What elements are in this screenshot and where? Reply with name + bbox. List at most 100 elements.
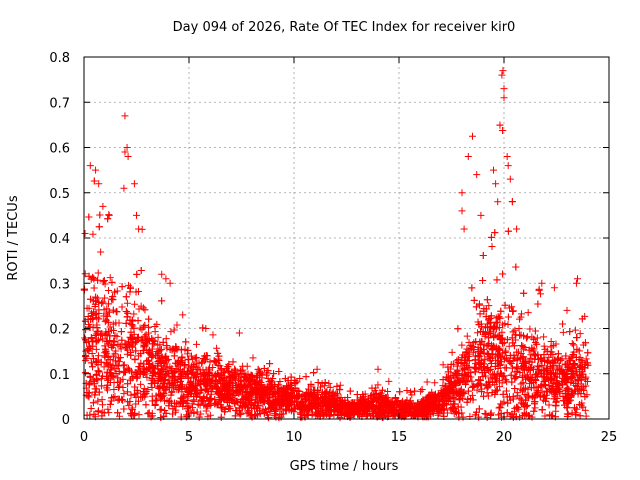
roti-point	[251, 405, 259, 413]
roti-point	[186, 380, 194, 388]
roti-point	[462, 380, 470, 388]
roti-point	[508, 364, 516, 372]
roti-point	[202, 352, 210, 360]
roti-point	[572, 411, 580, 419]
roti-point	[187, 352, 195, 360]
roti-point	[516, 368, 524, 376]
roti-point	[128, 316, 136, 324]
roti-point	[122, 319, 130, 327]
roti-point	[122, 307, 130, 315]
roti-point	[496, 314, 504, 322]
roti-point	[204, 370, 212, 378]
roti-point	[108, 363, 116, 371]
roti-point	[193, 408, 201, 416]
roti-point	[120, 368, 128, 376]
roti-point	[418, 386, 426, 394]
roti-point	[528, 358, 536, 366]
roti-point	[468, 377, 476, 385]
roti-point	[321, 382, 329, 390]
roti-point	[88, 342, 96, 350]
roti-point	[141, 306, 149, 314]
roti-point	[559, 392, 567, 400]
roti-point	[161, 407, 169, 415]
roti-point	[318, 408, 326, 416]
roti-point	[165, 376, 173, 384]
roti-point	[237, 366, 245, 374]
roti-point	[533, 334, 541, 342]
roti-point	[97, 248, 105, 256]
roti-point	[162, 363, 170, 371]
roti-point	[569, 351, 577, 359]
roti-point	[502, 364, 510, 372]
roti-point	[454, 325, 462, 333]
roti-point	[551, 359, 559, 367]
roti-point	[326, 411, 334, 419]
roti-point	[562, 386, 570, 394]
roti-point	[499, 127, 507, 135]
roti-point	[480, 363, 488, 371]
roti-point	[468, 391, 476, 399]
roti-point	[308, 404, 316, 412]
roti-point	[86, 372, 94, 380]
roti-point	[472, 303, 480, 311]
roti-point	[200, 393, 208, 401]
roti-point	[373, 411, 381, 419]
roti-point	[445, 387, 453, 395]
roti-point	[89, 399, 97, 407]
roti-point	[570, 341, 578, 349]
roti-point	[385, 377, 393, 385]
roti-point	[504, 227, 512, 235]
roti-point	[268, 384, 276, 392]
roti-point	[149, 336, 157, 344]
roti-point	[582, 412, 590, 420]
roti-point	[463, 332, 471, 340]
chart-title: Day 094 of 2026, Rate Of TEC Index for r…	[173, 20, 516, 35]
roti-point	[183, 391, 191, 399]
roti-point	[104, 215, 112, 223]
roti-point	[331, 398, 339, 406]
roti-point	[519, 387, 527, 395]
roti-point	[158, 297, 166, 305]
roti-point	[581, 339, 589, 347]
roti-point	[170, 326, 178, 334]
roti-point	[184, 356, 192, 364]
roti-point	[578, 315, 586, 323]
roti-point	[81, 369, 89, 377]
roti-point	[170, 352, 178, 360]
roti-point	[89, 273, 97, 281]
roti-point	[172, 406, 180, 414]
roti-point	[231, 376, 239, 384]
roti-point	[530, 335, 538, 343]
roti-point	[123, 299, 131, 307]
roti-point	[547, 351, 555, 359]
roti-point	[475, 301, 483, 309]
roti-point	[493, 378, 501, 386]
roti-point	[98, 396, 106, 404]
roti-point	[530, 345, 538, 353]
roti-point	[89, 230, 97, 238]
roti-point	[341, 396, 349, 404]
roti-point	[417, 387, 425, 395]
roti-point	[314, 379, 322, 387]
roti-point	[414, 399, 422, 407]
roti-point	[483, 320, 491, 328]
roti-point	[266, 360, 274, 368]
roti-point	[516, 394, 524, 402]
roti-point	[99, 335, 107, 343]
roti-point	[126, 397, 134, 405]
roti-point	[548, 412, 556, 420]
roti-point	[244, 393, 252, 401]
roti-point	[188, 362, 196, 370]
roti-point	[487, 233, 495, 241]
roti-point	[119, 361, 127, 369]
roti-point	[584, 349, 592, 357]
roti-point	[144, 410, 152, 418]
roti-point	[105, 308, 113, 316]
roti-point	[106, 323, 114, 331]
roti-point	[101, 318, 109, 326]
roti-point	[517, 385, 525, 393]
roti-point	[540, 393, 548, 401]
roti-point	[564, 363, 572, 371]
roti-point	[106, 369, 114, 377]
roti-point	[478, 388, 486, 396]
